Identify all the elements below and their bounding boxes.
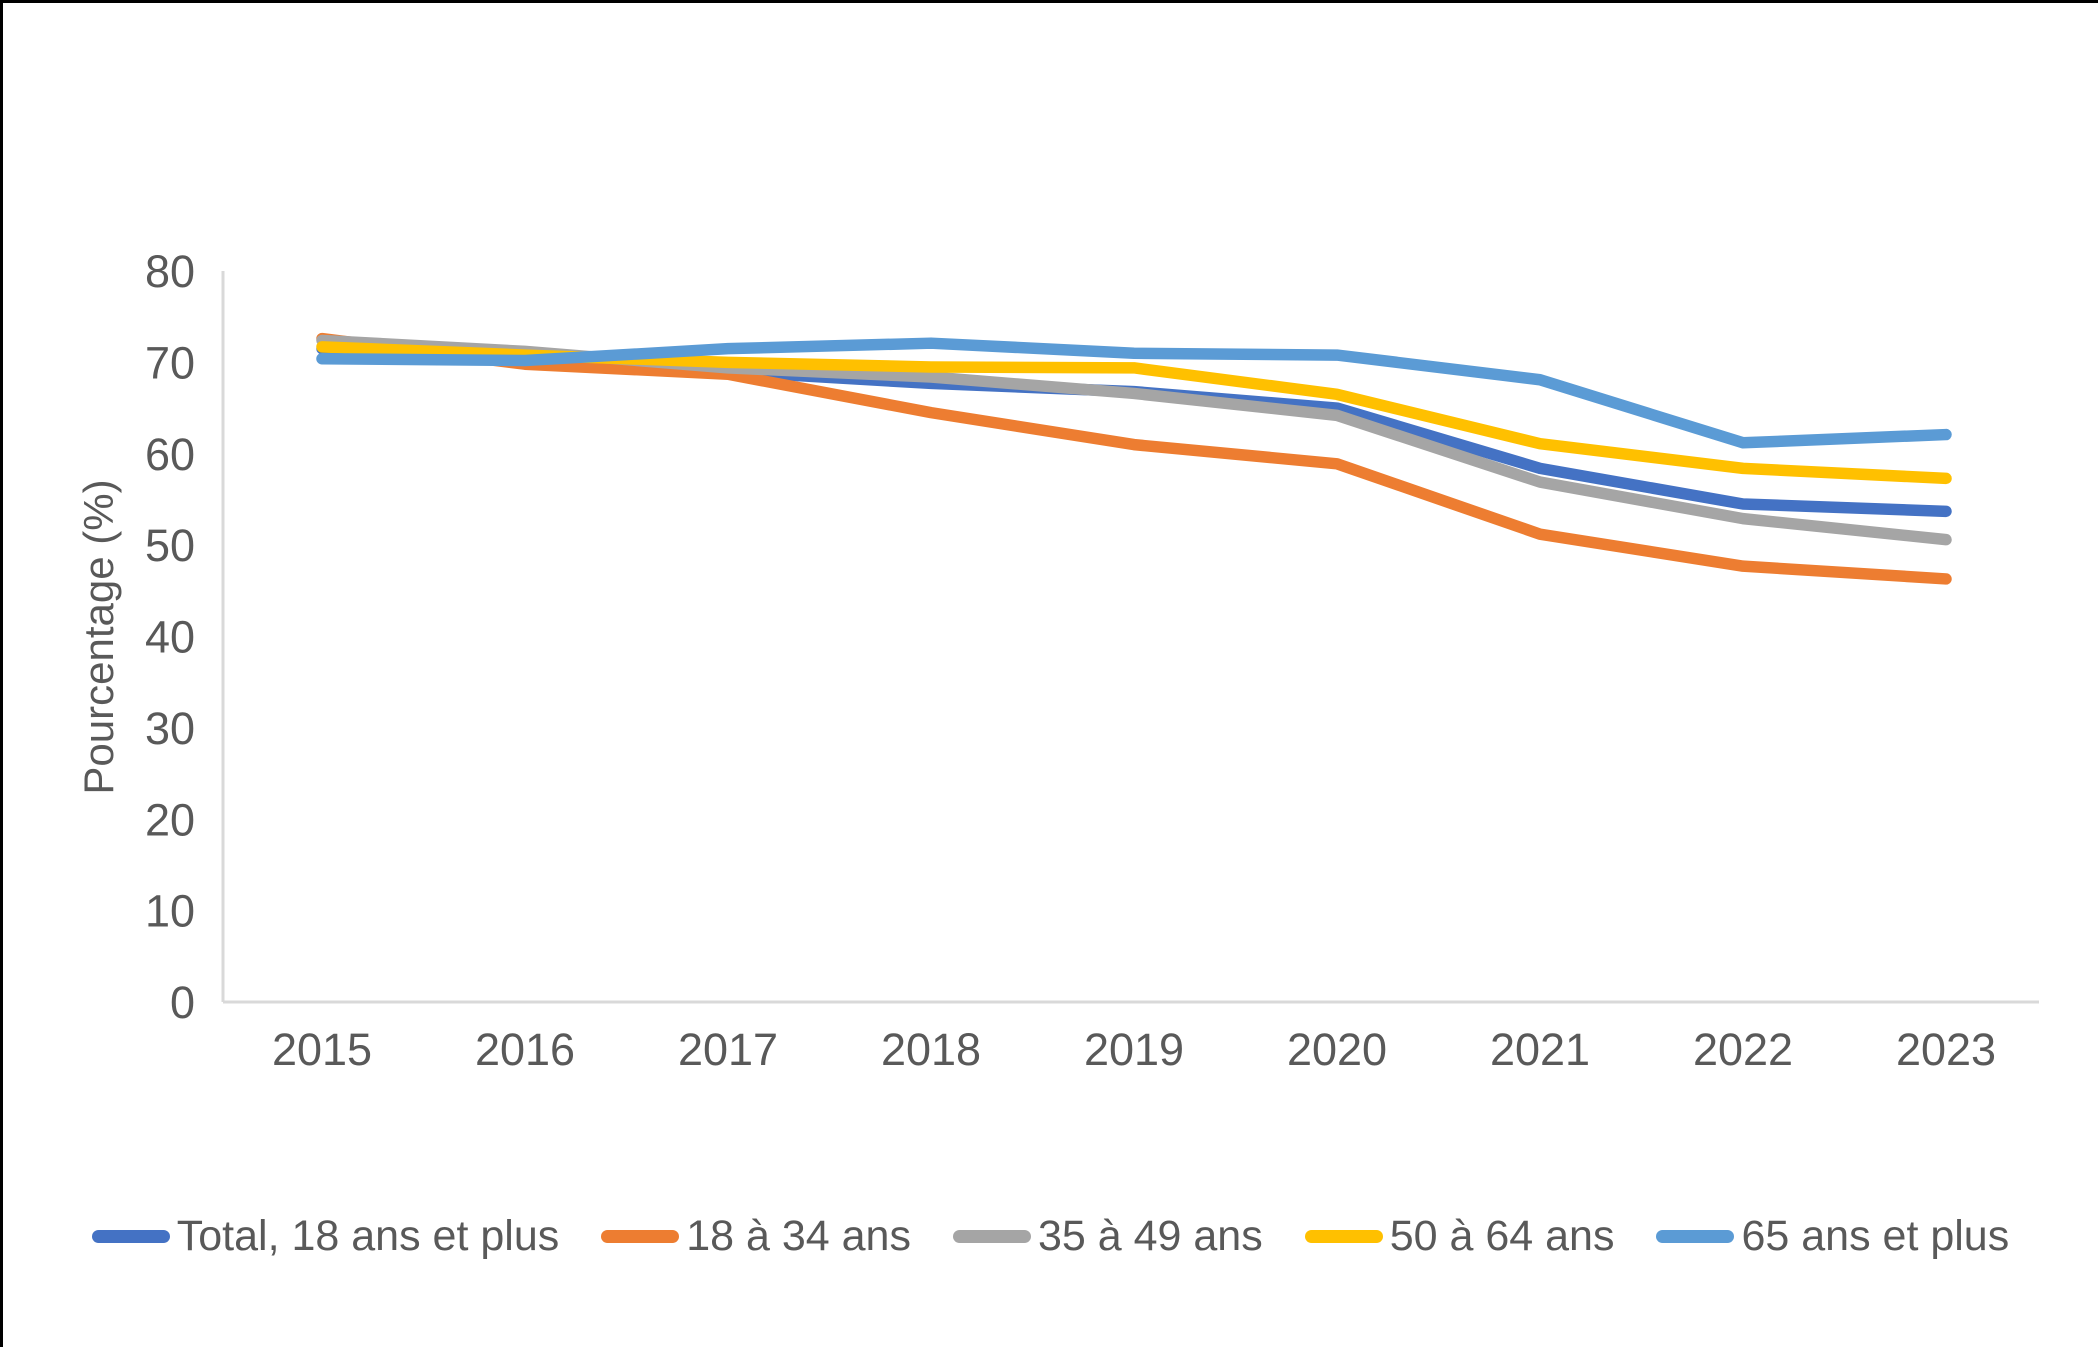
legend-label: Total, 18 ans et plus bbox=[176, 1212, 560, 1260]
legend-label: 35 à 49 ans bbox=[1037, 1212, 1263, 1260]
y-tick-label-0: 0 bbox=[170, 977, 195, 1028]
x-category-label-2021: 2021 bbox=[1490, 1024, 1590, 1075]
legend-dash-icon bbox=[601, 1230, 680, 1243]
x-category-label-2022: 2022 bbox=[1693, 1024, 1793, 1075]
y-tick-label-70: 70 bbox=[145, 337, 195, 388]
legend-label: 65 ans et plus bbox=[1741, 1212, 2010, 1260]
y-tick-label-40: 40 bbox=[145, 612, 195, 663]
series-lines bbox=[316, 332, 1952, 585]
legend-item-65-ans-et-plus: 65 ans et plus bbox=[1656, 1215, 2009, 1258]
legend-item-total-18-ans-et-plus: Total, 18 ans et plus bbox=[91, 1212, 560, 1260]
y-tick-label-60: 60 bbox=[145, 429, 195, 480]
chart-legend: Total, 18 ans et plus 18 à 34 ans 35 à 49 … bbox=[3, 1215, 2098, 1258]
y-axis-title: Pourcentage (%) bbox=[75, 479, 122, 794]
legend-label: 50 à 64 ans bbox=[1389, 1212, 1615, 1260]
legend-dash-icon bbox=[91, 1230, 170, 1243]
legend-item-18-34-ans: 18 à 34 ans bbox=[601, 1215, 911, 1258]
legend-dash-icon bbox=[1656, 1230, 1735, 1243]
y-tick-label-30: 30 bbox=[145, 703, 195, 754]
y-tick-label-80: 80 bbox=[145, 246, 195, 297]
legend-item-50-64-ans: 50 à 64 ans bbox=[1304, 1212, 1615, 1260]
axes bbox=[221, 271, 2039, 1004]
y-tick-label-50: 50 bbox=[145, 520, 195, 571]
series-line-65-ans-et-plus bbox=[316, 337, 1952, 449]
legend-dash-icon bbox=[952, 1230, 1031, 1243]
y-tick-label-10: 10 bbox=[145, 886, 195, 937]
legend-dash-icon bbox=[1304, 1230, 1383, 1243]
x-category-label-2018: 2018 bbox=[881, 1024, 981, 1075]
y-axis-tick-labels: 0 10 20 30 40 50 60 70 80 bbox=[145, 246, 195, 1028]
y-tick-label-20: 20 bbox=[145, 794, 195, 845]
x-category-label-2020: 2020 bbox=[1287, 1024, 1387, 1075]
legend-item-35-49-ans: 35 à 49 ans bbox=[952, 1212, 1263, 1260]
x-category-label-2019: 2019 bbox=[1084, 1024, 1184, 1075]
x-category-label-2017: 2017 bbox=[678, 1024, 778, 1075]
legend-label: 18 à 34 ans bbox=[686, 1212, 911, 1260]
x-category-label-2016: 2016 bbox=[475, 1024, 575, 1075]
series-line-18-34-ans bbox=[316, 332, 1952, 585]
x-axis-category-labels: 2015 2016 2017 2018 2019 2020 2021 2022 2023 bbox=[272, 1024, 1996, 1075]
x-category-label-2023: 2023 bbox=[1896, 1024, 1996, 1075]
x-category-label-2015: 2015 bbox=[272, 1024, 372, 1075]
